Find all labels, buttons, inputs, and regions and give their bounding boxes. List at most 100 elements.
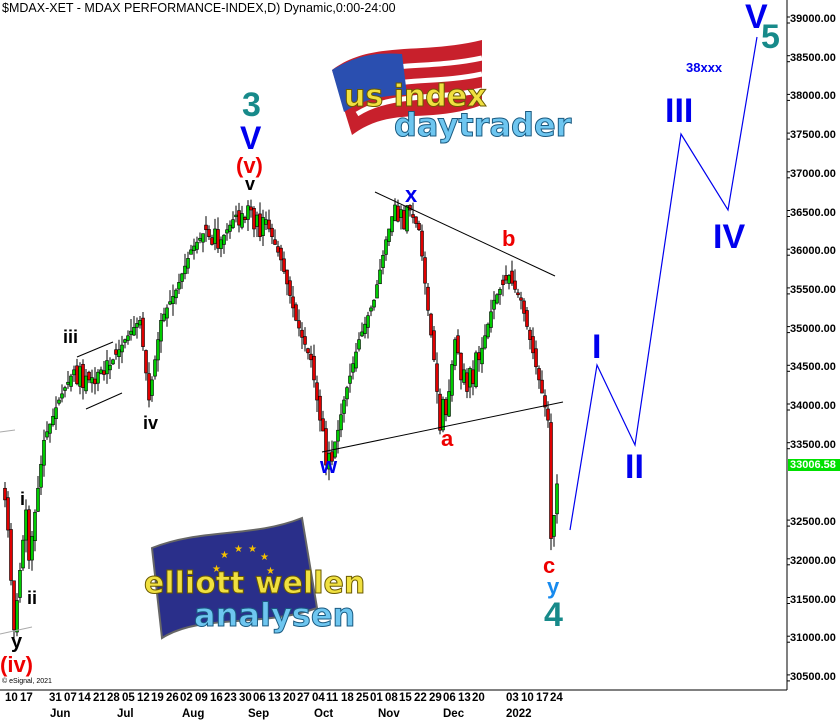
candle-up: [42, 439, 46, 466]
candle-down: [540, 379, 544, 394]
candle-down: [321, 418, 325, 432]
candle-up: [180, 273, 184, 282]
y-tick-label: 37500.00: [790, 129, 836, 142]
elliott-wellen-analysen-logo: ★★ ★★★★ elliott wellen analysen: [144, 516, 366, 640]
x-day-tick: 12: [137, 692, 150, 704]
candle-down: [543, 395, 547, 408]
wave-label-4: 4: [544, 596, 563, 634]
candle-up: [117, 349, 121, 358]
wave-label-w: w: [320, 453, 338, 478]
candle-up: [57, 399, 61, 404]
candle-down: [459, 352, 463, 381]
x-day-tick: 06: [443, 692, 456, 704]
candle-down: [318, 395, 322, 421]
x-day-tick: 08: [385, 692, 398, 704]
wave-label-x: x: [405, 182, 418, 207]
candle-up: [261, 217, 265, 236]
x-day-tick: 11: [326, 692, 339, 704]
copyright: © eSignal, 2021: [2, 678, 52, 685]
wave-label-paren-v: (v): [236, 153, 263, 178]
x-day-tick: 13: [458, 692, 471, 704]
x-day-tick: 26: [166, 692, 179, 704]
candle-up: [195, 241, 199, 250]
candle-up: [246, 205, 250, 220]
candle-up: [168, 301, 172, 305]
candle-down: [276, 246, 280, 253]
wave-label-II: II: [625, 448, 644, 486]
candle-up: [21, 539, 25, 569]
wave-label-IV: IV: [713, 218, 746, 256]
candle-down: [279, 247, 283, 261]
candle-up: [381, 254, 385, 268]
candle-down: [204, 224, 208, 231]
candle-up: [339, 414, 343, 431]
candle-down: [414, 216, 418, 224]
y-tick-label: 31500.00: [790, 593, 836, 606]
svg-text:★: ★: [248, 544, 257, 555]
triangle-upper-trendline: [374, 191, 556, 277]
candle-up: [90, 377, 94, 384]
x-day-tick: 30: [239, 692, 252, 704]
candle-up: [96, 371, 100, 384]
candle-up: [489, 311, 493, 328]
candle-down: [87, 371, 91, 381]
candle-down: [6, 497, 10, 531]
candle-up: [69, 375, 73, 387]
x-day-tick: 10: [521, 692, 534, 704]
x-month-tick: Nov: [378, 708, 400, 720]
candle-down: [435, 363, 439, 392]
candle-up: [369, 307, 373, 312]
candle-up: [174, 289, 178, 299]
candle-down: [324, 428, 328, 466]
x-day-tick: 10: [5, 692, 18, 704]
candle-up: [390, 216, 394, 233]
y-tick-label: 38500.00: [790, 51, 836, 64]
candle-up: [189, 249, 193, 255]
candle-up: [84, 375, 88, 392]
wave-label-V-major: V: [240, 120, 262, 156]
last-price-badge: 33006.58: [788, 459, 840, 471]
candle-up: [99, 369, 103, 374]
candle-up: [351, 363, 355, 373]
candle-down: [252, 208, 256, 230]
candle-down: [531, 336, 535, 354]
candle-down: [423, 257, 427, 284]
x-month-tick: Aug: [182, 708, 205, 720]
candle-up: [450, 364, 454, 396]
candle-down: [519, 297, 523, 301]
candle-up: [234, 214, 238, 218]
candle-up: [231, 219, 235, 228]
candle-down: [411, 214, 415, 218]
y-tick-label: 34500.00: [790, 361, 836, 374]
x-day-tick: 03: [506, 692, 519, 704]
candle-down: [303, 336, 307, 345]
candle-down: [396, 205, 400, 222]
svg-text:daytrader: daytrader: [394, 106, 572, 144]
candle-down: [141, 317, 145, 347]
candle-down: [294, 304, 298, 321]
y-tick-label: 34000.00: [790, 400, 836, 412]
candle-up: [198, 237, 202, 241]
candle-down: [312, 355, 316, 381]
candle-up: [492, 299, 496, 310]
candle-down: [426, 286, 430, 311]
x-day-tick: 17: [536, 692, 549, 704]
candle-down: [546, 408, 550, 421]
candle-up: [135, 323, 139, 328]
candle-up: [378, 269, 382, 285]
triangle-lower-trendline: [321, 401, 564, 453]
channel-lower-line: [85, 392, 123, 410]
candle-down: [525, 310, 529, 327]
candle-down: [93, 378, 97, 385]
candle-up: [15, 600, 19, 633]
candle-up: [30, 535, 34, 561]
x-day-tick: 25: [356, 692, 369, 704]
candle-down: [402, 210, 406, 230]
candle-up: [498, 289, 502, 295]
candle-down: [420, 230, 424, 257]
x-day-tick: 02: [180, 692, 193, 704]
us-index-daytrader-logo: us index daytrader: [332, 40, 572, 145]
candle-up: [366, 315, 370, 328]
x-day-tick: 22: [414, 692, 427, 704]
candle-up: [228, 224, 232, 232]
